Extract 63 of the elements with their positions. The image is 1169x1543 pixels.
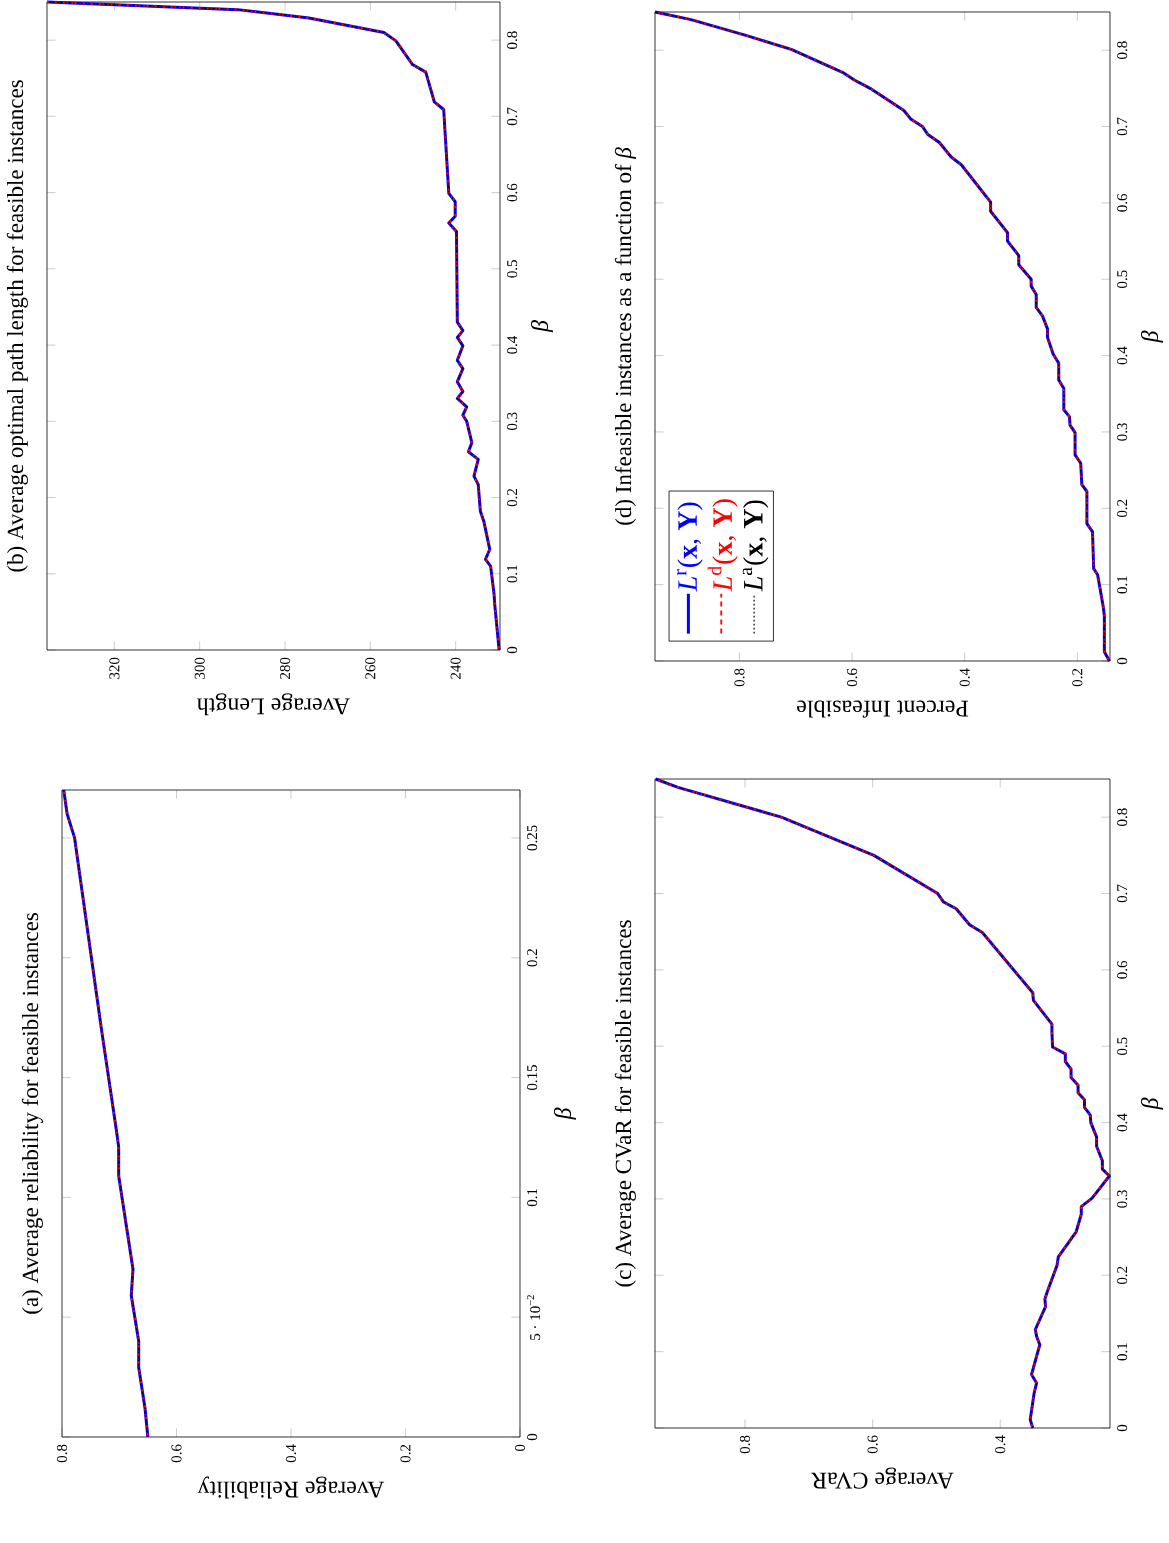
x-tick-label: 0.6 bbox=[867, 1435, 878, 1454]
x-tick-label: 0.2 bbox=[400, 1444, 411, 1463]
x-tick-label: 0.8 bbox=[739, 1435, 751, 1454]
y-tick-label: 0.1 bbox=[507, 565, 518, 583]
y-tick-label: 0.2 bbox=[527, 949, 538, 967]
x-tick-label: 0.8 bbox=[56, 1444, 68, 1463]
y-axis-title: β bbox=[530, 320, 553, 333]
x-axis-title: Average CVaR bbox=[811, 1467, 954, 1489]
y-tick-label: 0.7 bbox=[1117, 884, 1128, 903]
x-tick-label: 260 bbox=[365, 657, 376, 679]
y-tick-label: 0.25 bbox=[527, 825, 538, 851]
x-tick-label: 0.6 bbox=[171, 1444, 182, 1463]
y-tick-label: 0.1 bbox=[527, 1188, 538, 1207]
y-tick-label: 0 bbox=[507, 646, 518, 654]
y-tick-label: 0.5 bbox=[1117, 270, 1128, 289]
x-tick-label: 320 bbox=[109, 657, 120, 679]
y-tick-label: 0.8 bbox=[507, 31, 518, 49]
y-tick-label: 0.15 bbox=[527, 1065, 538, 1091]
y-tick-label: 0.4 bbox=[1117, 346, 1128, 365]
y-tick-label: 0.1 bbox=[1117, 576, 1128, 594]
y-tick-label: 0.4 bbox=[1117, 1113, 1128, 1132]
x-tick-label: 0.6 bbox=[847, 668, 858, 687]
text: (a) Average reliability for feasible instances bbox=[21, 913, 43, 1314]
y-tick-label: 0.6 bbox=[1117, 193, 1128, 212]
y-tick-label: 0 bbox=[1117, 1424, 1128, 1432]
y-tick-label: 0.3 bbox=[1117, 423, 1128, 441]
y-tick-label: 0.5 bbox=[1117, 1037, 1128, 1056]
y-tick-label: 0.2 bbox=[507, 488, 518, 507]
x-axis-title: Average Length bbox=[197, 693, 351, 716]
y-axis-title: β bbox=[1140, 1097, 1163, 1110]
y-tick-label: 0.8 bbox=[1117, 808, 1128, 826]
text: (c) Average CVaR for feasible instances bbox=[614, 920, 636, 1287]
y-tick-label: 0.3 bbox=[1117, 1190, 1128, 1208]
x-tick-label: 280 bbox=[279, 657, 291, 679]
text: (b) Average optimal path length for feasible instances bbox=[6, 80, 28, 572]
text: L$^{r}$(x, Y) bbox=[677, 502, 703, 592]
y-tick-label: 5 · 10$^{−2}$ bbox=[527, 1295, 541, 1340]
y-tick-label: 0.3 bbox=[507, 412, 518, 431]
x-tick-label: 300 bbox=[194, 657, 205, 679]
y-axis-title: β bbox=[1140, 330, 1163, 343]
x-tick-label: 0.2 bbox=[1072, 668, 1083, 687]
y-tick-label: 0.6 bbox=[507, 183, 518, 202]
y-tick-label: 0.2 bbox=[1117, 1266, 1128, 1285]
x-tick-label: 0.4 bbox=[285, 1444, 297, 1463]
x-tick-label: 240 bbox=[450, 657, 461, 679]
y-tick-label: 0.6 bbox=[1117, 960, 1128, 979]
y-tick-label: 0.7 bbox=[507, 107, 518, 126]
y-tick-label: 0.1 bbox=[1117, 1343, 1128, 1361]
x-tick-label: 0.8 bbox=[734, 668, 745, 687]
text: L$^{d}$(x, Y) bbox=[707, 499, 738, 592]
x-tick-label: 0.4 bbox=[959, 668, 970, 687]
y-tick-label: 0.2 bbox=[1117, 499, 1128, 518]
text: (d) Infeasible instances as a function of β bbox=[614, 147, 636, 525]
x-axis-title: Percent Infeasible bbox=[797, 700, 969, 718]
x-tick-label: 0 bbox=[514, 1444, 526, 1451]
y-tick-label: 0.8 bbox=[1117, 41, 1128, 59]
x-axis-title: Average Reliability bbox=[197, 1476, 385, 1499]
y-tick-label: 0.5 bbox=[507, 260, 518, 278]
text: L$^{a}$(x, Y) bbox=[742, 500, 769, 592]
y-tick-label: 0.7 bbox=[1117, 117, 1128, 136]
y-axis-title: β bbox=[553, 1107, 576, 1120]
y-tick-label: 0.4 bbox=[507, 335, 518, 354]
x-tick-label: 0.4 bbox=[995, 1435, 1006, 1454]
